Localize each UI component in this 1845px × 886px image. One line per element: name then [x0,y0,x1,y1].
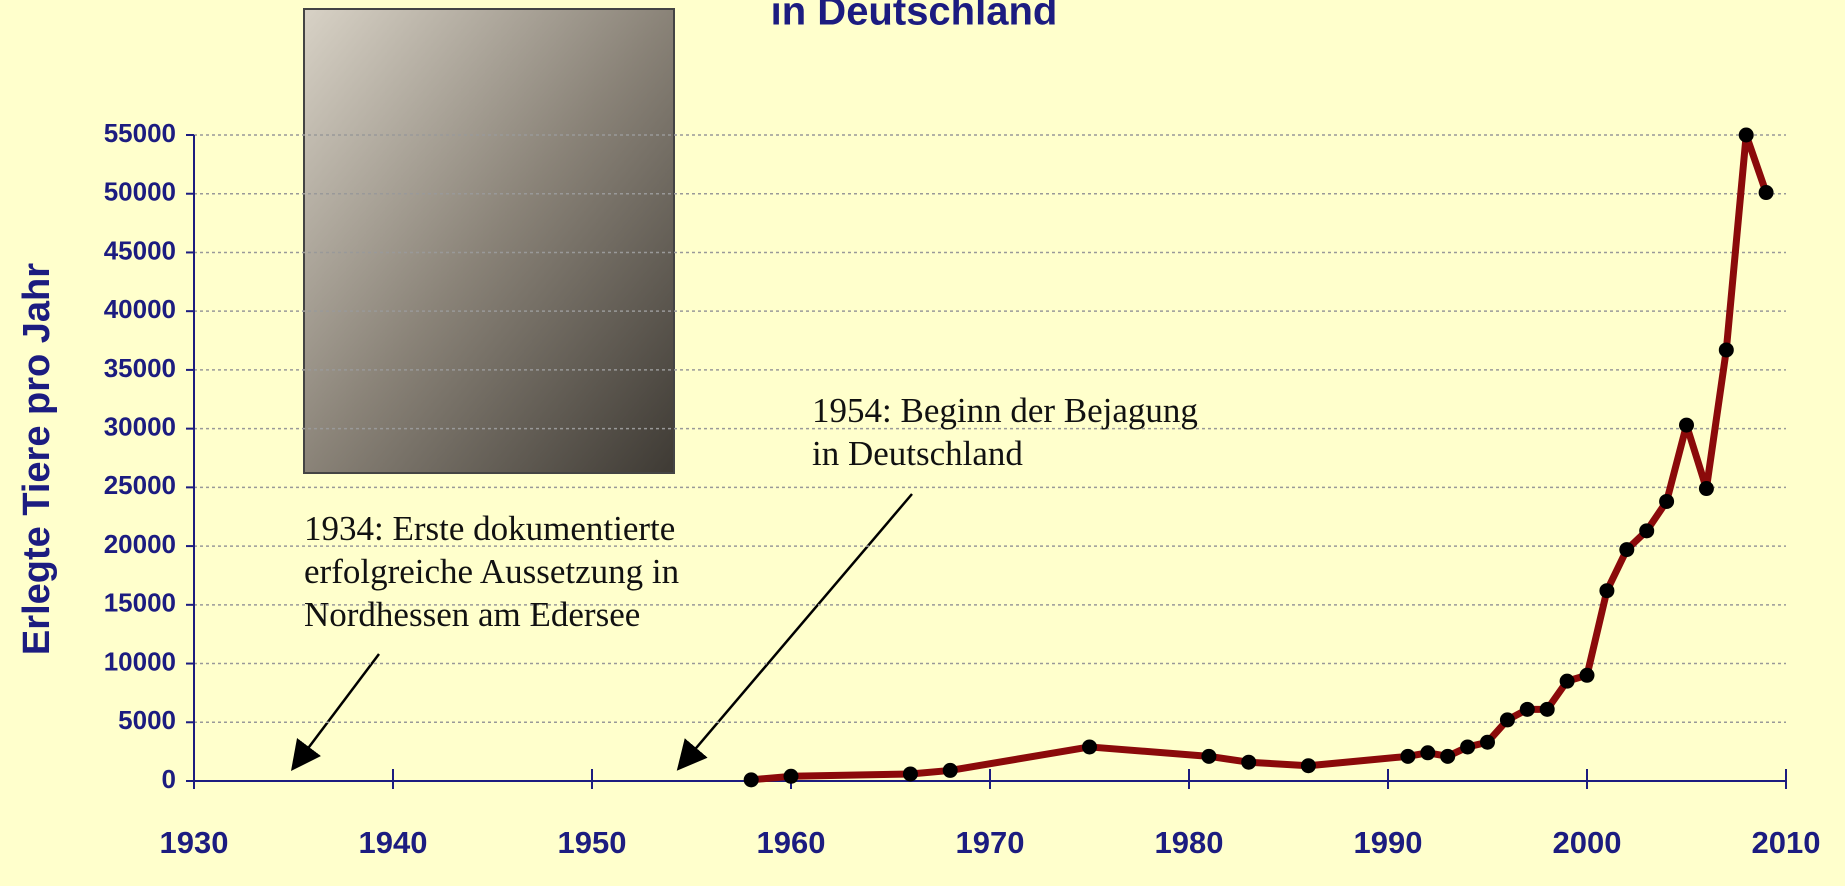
data-point [1758,185,1774,201]
y-tick-label: 25000 [104,470,176,500]
y-tick-label: 15000 [104,588,176,618]
data-point [1599,583,1615,599]
data-point [1698,481,1714,497]
annotation: in Deutschland [812,434,1023,473]
y-tick-label: 55000 [104,118,176,148]
data-point [1659,493,1675,509]
data-point [743,772,759,788]
data-point [1579,667,1595,683]
y-tick-label: 50000 [104,177,176,207]
y-tick-label: 45000 [104,235,176,265]
annotation: Nordhessen am Edersee [304,595,640,634]
x-tick-label: 1980 [1155,825,1224,860]
photo [303,8,675,474]
arrow [290,653,380,771]
data-point [1619,542,1635,558]
y-tick-label: 20000 [104,529,176,559]
data-point [1718,342,1734,358]
annotation: 1954: Beginn der Bejagung [812,391,1198,430]
data-point [1639,523,1655,539]
arrow [676,493,913,771]
data-point [1499,712,1515,728]
data-point [1440,748,1456,764]
x-tick-label: 1970 [956,825,1025,860]
data-point [942,762,958,778]
x-tick-label: 1990 [1354,825,1423,860]
data-point [1420,745,1436,761]
data-point [902,766,918,782]
x-tick-label: 1960 [757,825,826,860]
y-tick-label: 40000 [104,294,176,324]
data-point [1539,701,1555,717]
y-tick-label: 5000 [118,705,176,735]
annotation: 1934: Erste dokumentierte [304,509,675,548]
annotation: erfolgreiche Aussetzung in [304,552,679,591]
x-tick-label: 1940 [359,825,428,860]
y-tick-label: 35000 [104,353,176,383]
data-point [1559,673,1575,689]
y-tick-label: 10000 [104,646,176,676]
data-point [1300,758,1316,774]
y-axis-label: Erlegte Tiere pro Jahr [16,263,58,655]
data-point [1480,734,1495,750]
data-point [783,768,799,784]
data-point [1400,748,1416,764]
x-tick-label: 2010 [1752,825,1821,860]
data-point [1460,739,1476,755]
data-point [1241,754,1257,770]
data-point [1679,417,1694,433]
data-point [1082,739,1097,755]
chart-title: in Deutschland [771,0,1058,34]
x-tick-label: 1930 [160,825,229,860]
data-point [1519,701,1535,717]
y-tick-label: 0 [162,764,176,794]
x-tick-label: 2000 [1553,825,1622,860]
x-tick-label: 1950 [558,825,627,860]
y-tick-label: 30000 [104,412,176,442]
data-point [1201,748,1217,764]
data-point [1738,127,1754,143]
